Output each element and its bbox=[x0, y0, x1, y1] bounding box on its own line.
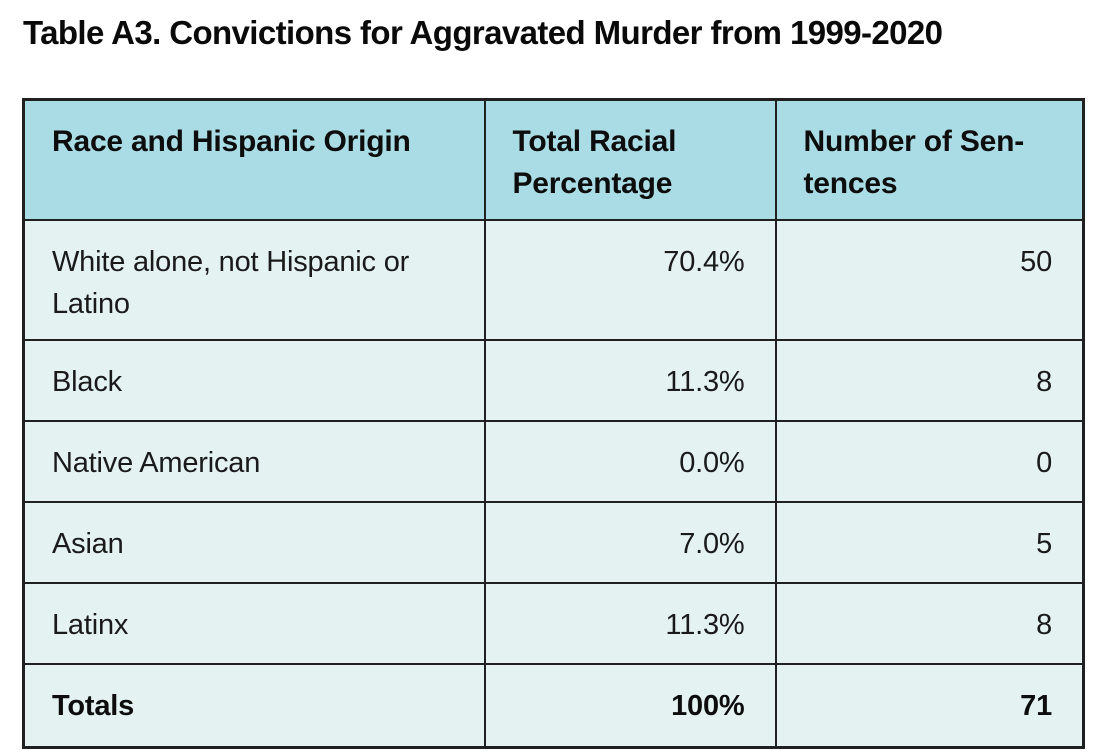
table-title: Table A3. Convictions for Aggravated Mur… bbox=[23, 14, 943, 51]
percentage-cell: 0.0% bbox=[483, 420, 777, 503]
table-row: Latinx 11.3% 8 bbox=[22, 582, 1085, 665]
convictions-table: Race and Hispanic Origin Total Racial Pe… bbox=[22, 98, 1085, 749]
totals-label-cell: Totals bbox=[22, 663, 486, 748]
table-row: Asian 7.0% 5 bbox=[22, 501, 1085, 584]
race-cell: Latinx bbox=[22, 582, 486, 665]
totals-row: Totals 100% 71 bbox=[22, 663, 1085, 748]
table-row: Black 11.3% 8 bbox=[22, 339, 1085, 422]
race-cell: Black bbox=[22, 339, 486, 422]
totals-percentage-cell: 100% bbox=[483, 663, 777, 748]
table-row: White alone, not Hispanic or Latino 70.4… bbox=[22, 219, 1085, 341]
table-row: Native American 0.0% 0 bbox=[22, 420, 1085, 503]
race-cell: Asian bbox=[22, 501, 486, 584]
column-header-sentences: Number of Sen- tences bbox=[774, 98, 1085, 221]
sentences-cell: 50 bbox=[774, 219, 1085, 341]
report-page: Table A3. Convictions for Aggravated Mur… bbox=[0, 13, 1102, 752]
column-header-percentage: Total Racial Percentage bbox=[483, 98, 777, 221]
totals-sentences-cell: 71 bbox=[774, 663, 1085, 748]
sentences-cell: 5 bbox=[774, 501, 1085, 584]
sentences-cell: 0 bbox=[774, 420, 1085, 503]
header-row: Race and Hispanic Origin Total Racial Pe… bbox=[22, 98, 1085, 221]
percentage-cell: 11.3% bbox=[483, 339, 777, 422]
race-cell: Native American bbox=[22, 420, 486, 503]
column-header-race: Race and Hispanic Origin bbox=[22, 98, 486, 221]
percentage-cell: 7.0% bbox=[483, 501, 777, 584]
race-cell: White alone, not Hispanic or Latino bbox=[22, 219, 486, 341]
sentences-cell: 8 bbox=[774, 582, 1085, 665]
percentage-cell: 70.4% bbox=[483, 219, 777, 341]
percentage-cell: 11.3% bbox=[483, 582, 777, 665]
sentences-cell: 8 bbox=[774, 339, 1085, 422]
